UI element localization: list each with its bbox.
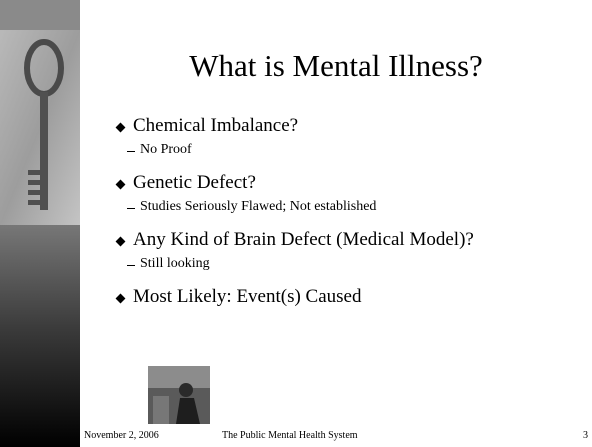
- sub-bullet-text: Studies Seriously Flawed; Not establishe…: [140, 199, 376, 215]
- sub-bullet-marker: [127, 208, 135, 209]
- bullet-text: Any Kind of Brain Defect (Medical Model)…: [133, 229, 474, 251]
- bullet-marker: [116, 180, 126, 190]
- bullet-text: Most Likely: Event(s) Caused: [133, 286, 362, 308]
- photo: [148, 366, 210, 424]
- sub-bullet-marker: [127, 265, 135, 266]
- slide: What is Mental Illness? Chemical Imbalan…: [0, 0, 592, 447]
- bullet-text: Chemical Imbalance?: [133, 115, 298, 137]
- page-number: 3: [583, 430, 588, 441]
- sub-bullet-marker: [127, 151, 135, 152]
- bullet-text: Genetic Defect?: [133, 172, 256, 194]
- key-image: [0, 30, 80, 225]
- bullet-marker: [116, 237, 126, 247]
- sub-bullet-text: No Proof: [140, 142, 192, 158]
- bullet-marker: [116, 294, 126, 304]
- footer-date: November 2, 2006: [84, 430, 159, 441]
- footer-title: The Public Mental Health System: [222, 430, 358, 441]
- sub-bullet-text: Still looking: [140, 256, 210, 272]
- bullet-marker: [116, 123, 126, 133]
- slide-title: What is Mental Illness?: [80, 48, 592, 84]
